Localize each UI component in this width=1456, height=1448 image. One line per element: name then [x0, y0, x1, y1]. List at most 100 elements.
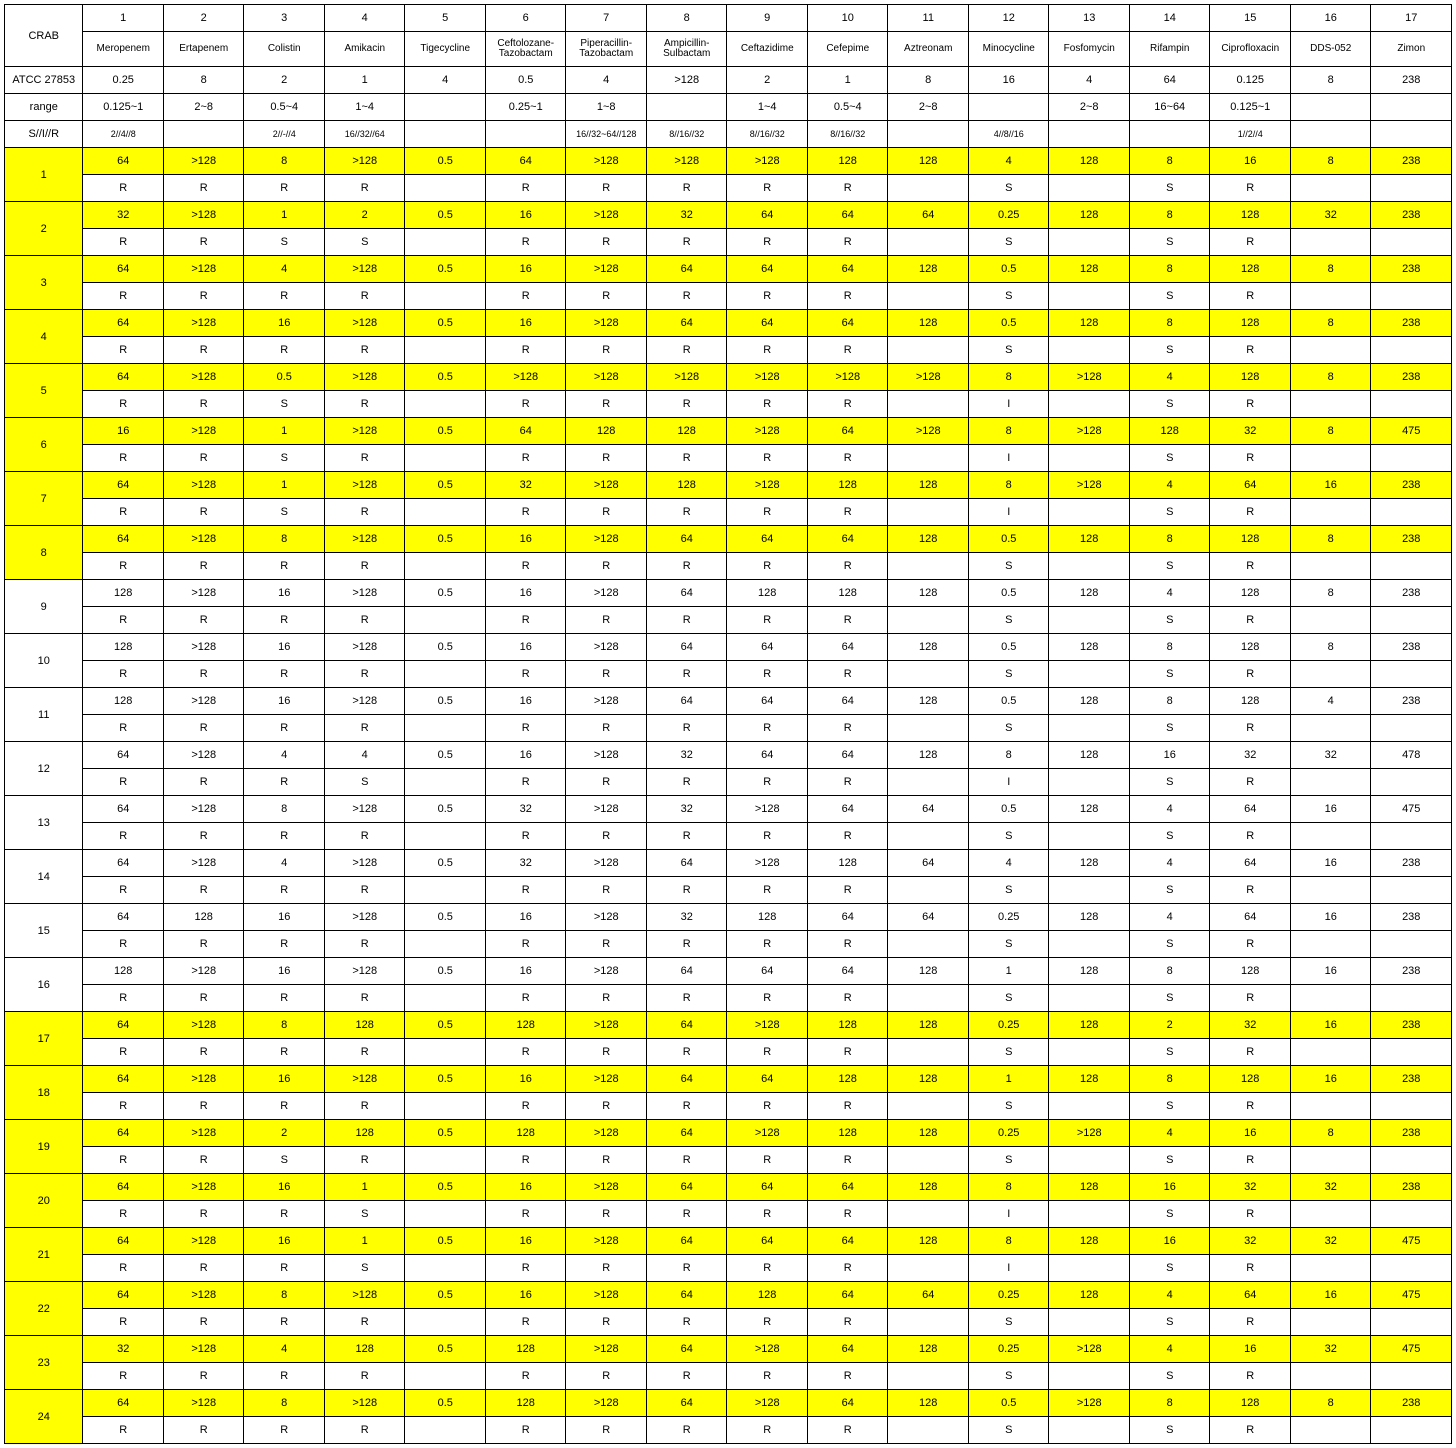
row-15-val-9: 128 — [727, 904, 808, 931]
row-22-val-10: 64 — [807, 1282, 888, 1309]
row-22-val-7: >128 — [566, 1282, 647, 1309]
row-4-sir-13 — [1049, 337, 1130, 364]
range-5 — [405, 94, 486, 121]
row-23-sir-8: R — [646, 1363, 727, 1390]
row-9-val-11: 128 — [888, 580, 969, 607]
row-20-sir-3: R — [244, 1201, 325, 1228]
row-18-sir-2: R — [163, 1093, 244, 1120]
row-14-sir-6: R — [485, 877, 566, 904]
row-20-sir-1: R — [83, 1201, 164, 1228]
row-17-sir-1: R — [83, 1039, 164, 1066]
row-23-sir-3: R — [244, 1363, 325, 1390]
row-6-sir-15: R — [1210, 445, 1291, 472]
row-5-sir-11 — [888, 391, 969, 418]
row-6-val-14: 128 — [1129, 418, 1210, 445]
row-24-val-14: 8 — [1129, 1390, 1210, 1417]
row-5-sir-17 — [1371, 391, 1452, 418]
row-2-val-4: 2 — [324, 202, 405, 229]
atcc-11: 8 — [888, 67, 969, 94]
row-21-val-3: 16 — [244, 1228, 325, 1255]
row-8-sir-7: R — [566, 553, 647, 580]
row-16-val-8: 64 — [646, 958, 727, 985]
row-11-sir-7: R — [566, 715, 647, 742]
row-19-val-3: 2 — [244, 1120, 325, 1147]
row-4-val-4: >128 — [324, 310, 405, 337]
row-23-val-5: 0.5 — [405, 1336, 486, 1363]
row-12-sir-5 — [405, 769, 486, 796]
row-10-sir-17 — [1371, 661, 1452, 688]
row-17-val-6: 128 — [485, 1012, 566, 1039]
row-17-sir-6: R — [485, 1039, 566, 1066]
row-3-sir-2: R — [163, 283, 244, 310]
row-2-val-5: 0.5 — [405, 202, 486, 229]
row-17-val-13: 128 — [1049, 1012, 1130, 1039]
col-num-13: 13 — [1049, 5, 1130, 32]
row-15-val-15: 64 — [1210, 904, 1291, 931]
row-2-val-3: 1 — [244, 202, 325, 229]
row-18-val-13: 128 — [1049, 1066, 1130, 1093]
row-21-sir-1: R — [83, 1255, 164, 1282]
row-11-val-13: 128 — [1049, 688, 1130, 715]
row-14-val-7: >128 — [566, 850, 647, 877]
row-2-sir-13 — [1049, 229, 1130, 256]
row-23-sir-5 — [405, 1363, 486, 1390]
row-16-sir-10: R — [807, 985, 888, 1012]
row-6-val-3: 1 — [244, 418, 325, 445]
row-14-label: 14 — [5, 850, 83, 904]
row-16-val-15: 128 — [1210, 958, 1291, 985]
row-18-sir-1: R — [83, 1093, 164, 1120]
row-23-val-17: 475 — [1371, 1336, 1452, 1363]
row-8-label: 8 — [5, 526, 83, 580]
row-21-sir-11 — [888, 1255, 969, 1282]
row-24-label: 24 — [5, 1390, 83, 1444]
row-6-val-9: >128 — [727, 418, 808, 445]
row-20-val-9: 64 — [727, 1174, 808, 1201]
row-13-val-9: >128 — [727, 796, 808, 823]
range-16 — [1290, 94, 1371, 121]
row-19-sir-10: R — [807, 1147, 888, 1174]
row-7-val-6: 32 — [485, 472, 566, 499]
row-6-sir-1: R — [83, 445, 164, 472]
row-10-val-8: 64 — [646, 634, 727, 661]
row-20-sir-9: R — [727, 1201, 808, 1228]
row-14-sir-1: R — [83, 877, 164, 904]
row-9-sir-16 — [1290, 607, 1371, 634]
row-23-val-15: 16 — [1210, 1336, 1291, 1363]
row-18-val-12: 1 — [968, 1066, 1049, 1093]
col-name-8: Ampicillin-Sulbactam — [646, 32, 727, 67]
row-11-val-10: 64 — [807, 688, 888, 715]
col-name-4: Amikacin — [324, 32, 405, 67]
row-19-val-15: 16 — [1210, 1120, 1291, 1147]
row-7-label: 7 — [5, 472, 83, 526]
atcc-8: >128 — [646, 67, 727, 94]
row-2-sir-16 — [1290, 229, 1371, 256]
atcc-2: 8 — [163, 67, 244, 94]
row-23-val-1: 32 — [83, 1336, 164, 1363]
row-10-val-3: 16 — [244, 634, 325, 661]
row-16-val-1: 128 — [83, 958, 164, 985]
row-6-val-17: 475 — [1371, 418, 1452, 445]
row-22-sir-6: R — [485, 1309, 566, 1336]
row-15-label: 15 — [5, 904, 83, 958]
row-17-sir-4: R — [324, 1039, 405, 1066]
row-17-val-3: 8 — [244, 1012, 325, 1039]
row-16-val-12: 1 — [968, 958, 1049, 985]
row-14-sir-4: R — [324, 877, 405, 904]
row-7-val-16: 16 — [1290, 472, 1371, 499]
row-1-sir-7: R — [566, 175, 647, 202]
row-21-sir-10: R — [807, 1255, 888, 1282]
row-11-val-4: >128 — [324, 688, 405, 715]
row-14-sir-2: R — [163, 877, 244, 904]
row-4-val-16: 8 — [1290, 310, 1371, 337]
row-5-val-1: 64 — [83, 364, 164, 391]
row-4-sir-6: R — [485, 337, 566, 364]
row-9-sir-17 — [1371, 607, 1452, 634]
row-18-sir-6: R — [485, 1093, 566, 1120]
col-name-15: Ciprofloxacin — [1210, 32, 1291, 67]
sir-11 — [888, 121, 969, 148]
row-3-val-17: 238 — [1371, 256, 1452, 283]
row-15-sir-17 — [1371, 931, 1452, 958]
row-1-val-6: 64 — [485, 148, 566, 175]
row-15-sir-13 — [1049, 931, 1130, 958]
row-14-val-15: 64 — [1210, 850, 1291, 877]
